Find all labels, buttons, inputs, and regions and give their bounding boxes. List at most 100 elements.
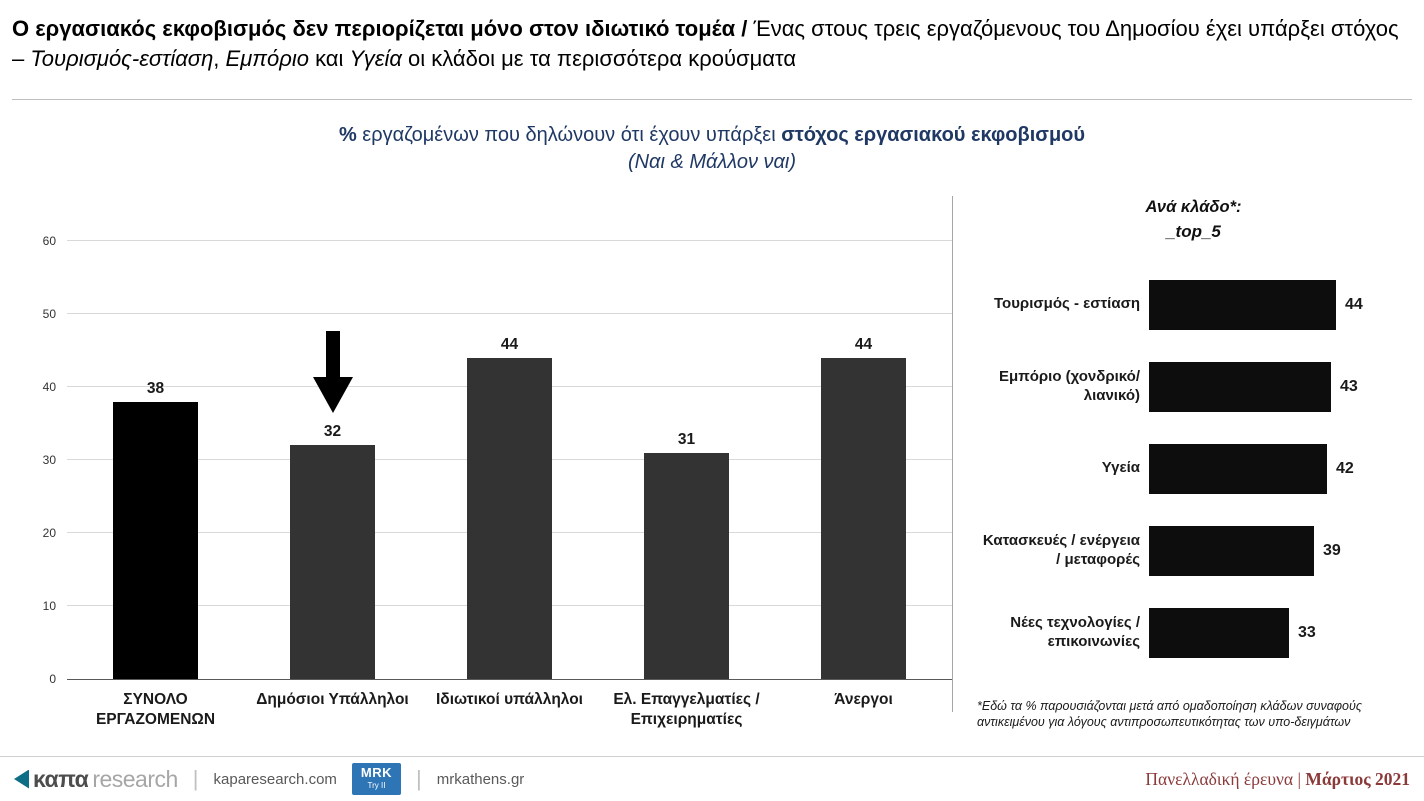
kapa-logo-icon	[14, 769, 29, 789]
bar-column-synolo: 38	[67, 242, 244, 679]
y-axis-tick-label: 10	[42, 598, 56, 613]
sector-chart-title: Ανά κλάδο*: _top_5	[977, 198, 1410, 242]
bar-synolo-ergazomenon	[113, 401, 198, 679]
y-axis-tick-label: 20	[42, 525, 56, 540]
title-segment: Ένας στους τρεις εργαζόμενους του Δημοσί…	[12, 16, 1399, 71]
mrkathens-url: mrkathens.gr	[436, 770, 525, 788]
sector-label: Τουρισμός - εστίαση	[993, 295, 1140, 313]
sector-bar-track: 43	[1149, 361, 1410, 412]
sector-value-label: 44	[1345, 295, 1363, 313]
bar-value-label: 44	[500, 335, 519, 353]
chart-title-line2: (Ναι & Μάλλον ναι)	[627, 150, 797, 173]
title-segment: και	[308, 45, 350, 71]
sector-label: Νέες τεχνολογίες / επικοινωνίες	[1010, 613, 1140, 650]
mrk-logo-subtext: Try II	[367, 781, 386, 791]
sector-footnote: *Εδώ τα % παρουσιάζονται μετά από ομαδοπ…	[977, 698, 1362, 730]
bars: 38 32 44 31	[67, 242, 952, 679]
bar-column-idiotikoi: 44	[421, 242, 598, 679]
category-label: Ελ. Επαγγελματίες / Επιχειρηματίες	[613, 690, 760, 728]
hbar-nees-texnologies-epikoinonies	[1149, 607, 1289, 658]
bar-anergoi	[821, 357, 906, 679]
chart-title-pct: %	[338, 124, 357, 147]
bar-column-epaggelmaties: 31	[598, 242, 775, 679]
sector-row: Υγεία 42	[977, 428, 1410, 510]
bar-el-epaggelmaties-epixeirimaties	[644, 452, 729, 679]
down-arrow-annotation	[312, 330, 353, 413]
bar-idiotikoi-ypalliloi	[467, 357, 552, 679]
sector-chart-title-line2: _top_5	[1166, 221, 1221, 241]
category-label: Δημόσιοι Υπάλληλοι	[256, 690, 409, 708]
sector-label: Εμπόριο (χονδρικό/λιανικό)	[999, 367, 1140, 404]
sector-bar-track: 44	[1149, 279, 1410, 330]
bar-column-dimosioi: 32	[244, 242, 421, 679]
panel-divider	[952, 195, 953, 712]
bar-value-label: 44	[854, 335, 873, 353]
survey-info: Πανελλαδική έρευνα | Μάρτιος 2021	[1145, 769, 1410, 790]
category-label: ΣΥΝΟΛΟ ΕΡΓΑΖΟΜΕΝΩΝ	[95, 690, 216, 728]
x-axis: ΣΥΝΟΛΟ ΕΡΓΑΖΟΜΕΝΩΝ Δημόσιοι Υπάλληλοι Ιδ…	[67, 680, 952, 730]
plot-area: 0 10 20 30 40 50 60 38 32 44	[43, 234, 952, 686]
sector-bar-track: 39	[1149, 525, 1410, 576]
y-axis-tick-label: 60	[42, 233, 56, 248]
sector-row: Κατασκευές / ενέργεια / μεταφορές 39	[977, 510, 1410, 592]
footer: καπα research | kaparesearch.com MRK Try …	[0, 756, 1424, 801]
title-segment: ,	[213, 45, 226, 71]
survey-label: Πανελλαδική έρευνα |	[1145, 768, 1306, 789]
page-title: Ο εργασιακός εκφοβισμός δεν περιορίζεται…	[0, 0, 1424, 73]
sector-panel: Ανά κλάδο*: _top_5 Τουρισμός - εστίαση 4…	[953, 192, 1424, 732]
chart-title: % εργαζομένων που δηλώνουν ότι έχουν υπά…	[0, 122, 1424, 175]
chart-title-mid: εργαζομένων που δηλώνουν ότι έχουν υπάρξ…	[356, 124, 782, 147]
bar-value-label: 31	[677, 430, 696, 448]
survey-date: Μάρτιος 2021	[1305, 768, 1410, 789]
sector-label: Κατασκευές / ενέργεια / μεταφορές	[982, 531, 1140, 568]
sector-label: Υγεία	[1101, 459, 1140, 477]
sector-row: Τουρισμός - εστίαση 44	[977, 264, 1410, 346]
sector-value-label: 42	[1336, 459, 1354, 477]
y-axis-tick-label: 50	[42, 306, 56, 321]
sector-bar-track: 33	[1149, 607, 1410, 658]
sector-row: Νέες τεχνολογίες / επικοινωνίες 33	[977, 592, 1410, 674]
sector-value-label: 33	[1298, 623, 1316, 641]
title-segment-italic: Υγεία	[349, 45, 402, 71]
sector-bar-track: 42	[1149, 443, 1410, 494]
sector-row: Εμπόριο (χονδρικό/λιανικό) 43	[977, 346, 1410, 428]
title-segment-italic: Εμπόριο	[225, 45, 309, 71]
y-axis-tick-label: 40	[42, 379, 56, 394]
gridline	[67, 312, 952, 314]
hbar-emporio-xondriko-lianiko	[1149, 361, 1331, 412]
bar-value-label: 38	[146, 379, 165, 397]
sector-value-label: 43	[1340, 377, 1358, 395]
charts-area: 0 10 20 30 40 50 60 38 32 44	[0, 192, 1424, 732]
footer-separator: |	[192, 766, 199, 791]
category-label: Άνεργοι	[834, 690, 893, 708]
logo-text-kapa: καπα	[33, 765, 89, 792]
title-segment: οι κλάδοι με τα περισσότερα κρούσματα	[401, 45, 797, 71]
footer-separator: |	[416, 766, 422, 791]
hbar-ygeia	[1149, 443, 1327, 494]
kapa-research-logo: καπα research	[14, 766, 178, 793]
sector-value-label: 39	[1323, 541, 1341, 559]
mrk-logo-text: MRK	[360, 765, 393, 781]
bar-column-anergoi: 44	[775, 242, 952, 679]
hbar-kataskeves-energeia-metafores	[1149, 525, 1314, 576]
y-axis-tick-label: 30	[42, 452, 56, 467]
chart-title-bold: στόχος εργασιακού εκφοβισμού	[781, 124, 1086, 147]
bar-chart-employment-status: 0 10 20 30 40 50 60 38 32 44	[12, 192, 952, 732]
kaparesearch-url: kaparesearch.com	[213, 770, 337, 788]
logo-text-research: research	[92, 765, 178, 792]
title-segment-italic: Τουρισμός-εστίαση	[30, 45, 214, 71]
chart-title-line1: % εργαζομένων που δηλώνουν ότι έχουν υπά…	[0, 122, 1424, 149]
y-axis-tick-label: 0	[49, 671, 56, 686]
bar-dimosioi-ypalliloi	[290, 444, 375, 679]
bar-value-label: 32	[323, 422, 342, 440]
sector-bar-chart: Τουρισμός - εστίαση 44 Εμπόριο (χονδρικό…	[977, 264, 1410, 674]
gridline	[67, 239, 952, 241]
mrk-logo: MRK Try II	[351, 763, 402, 795]
title-segment-bold: Ο εργασιακός εκφοβισμός δεν περιορίζεται…	[12, 16, 754, 41]
y-axis: 0 10 20 30 40 50 60	[12, 234, 56, 686]
hbar-tourismos-estiasi	[1149, 279, 1336, 330]
header-divider	[12, 99, 1412, 101]
category-label: Ιδιωτικοί υπάλληλοι	[435, 690, 583, 708]
sector-chart-title-line1: Ανά κλάδο*:	[1145, 197, 1242, 216]
